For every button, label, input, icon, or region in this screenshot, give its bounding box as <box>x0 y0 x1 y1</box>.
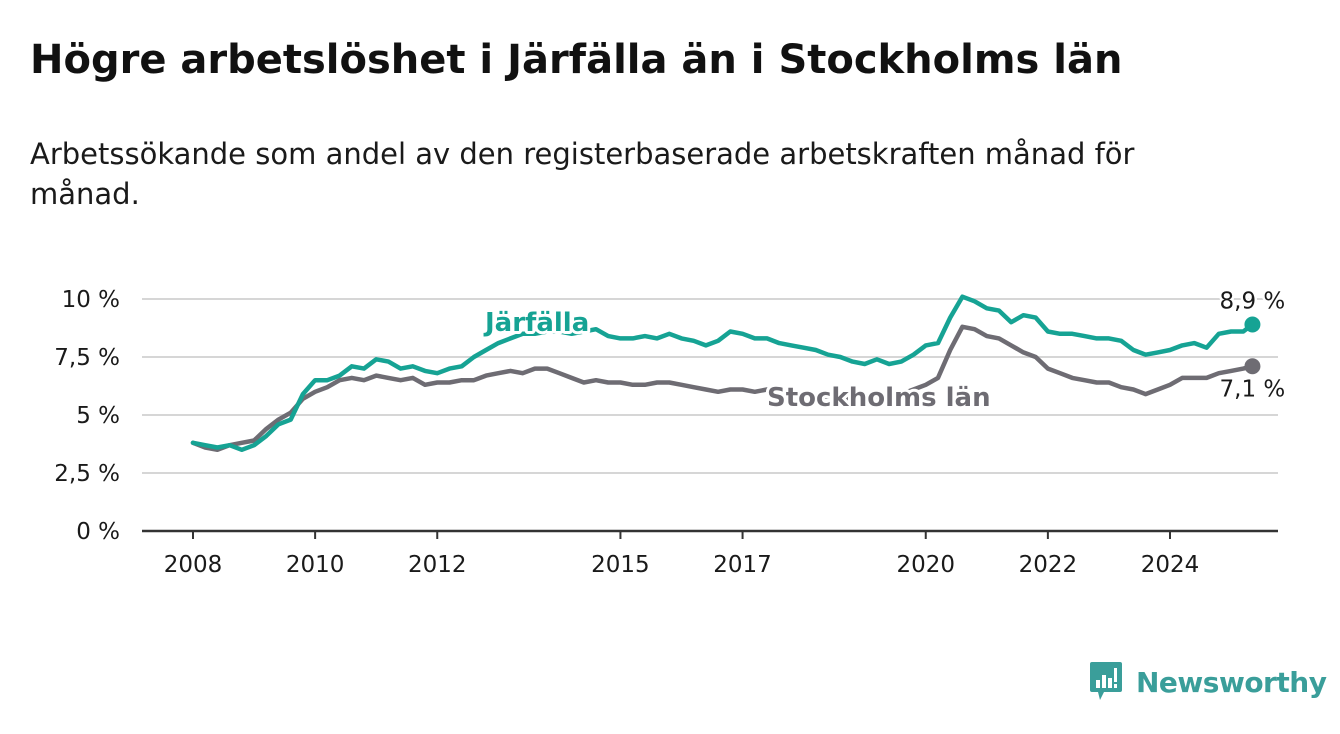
jarfalla-series-label: Järfälla <box>483 308 589 338</box>
y-tick-label: 7,5 % <box>54 345 120 371</box>
stockholm-line <box>190 324 1255 453</box>
jarfalla-end-label: 8,9 % <box>1220 289 1286 315</box>
jarfalla-line <box>190 294 1255 453</box>
y-tick-label: 2,5 % <box>54 461 120 487</box>
newsworthy-logo: Newsworthy <box>1088 660 1327 704</box>
y-tick-label: 5 % <box>76 403 120 429</box>
line-chart: 0 % 2,5 % 5 % 7,5 % 10 % 2008 2010 2012 2015 201… <box>54 286 1288 578</box>
x-tick-label: 2020 <box>896 552 955 578</box>
series-lines <box>190 294 1261 453</box>
x-tick-label: 2015 <box>591 552 650 578</box>
x-tick-label: 2012 <box>408 552 467 578</box>
series-labels: Järfälla Stockholms län 8,9 % 7,1 % <box>480 286 1288 416</box>
y-axis-labels: 0 % 2,5 % 5 % 7,5 % 10 % <box>54 287 120 545</box>
x-tick-label: 2024 <box>1141 552 1200 578</box>
stockholm-end-label: 7,1 % <box>1220 376 1286 402</box>
x-tick-label: 2008 <box>164 552 223 578</box>
gridlines <box>142 298 1278 474</box>
brand-name: Newsworthy <box>1136 665 1327 699</box>
newsworthy-bar-chart-icon <box>1090 662 1122 700</box>
x-tick-label: 2010 <box>286 552 345 578</box>
chart-subtitle: Arbetssökande som andel av den registerb… <box>30 137 1135 211</box>
x-tick-label: 2022 <box>1019 552 1078 578</box>
y-tick-label: 0 % <box>76 519 120 545</box>
stockholm-series-label: Stockholms län <box>767 383 991 413</box>
chart-title: Högre arbetslöshet i Järfälla än i Stock… <box>30 37 1123 83</box>
x-tick-label: 2017 <box>713 552 772 578</box>
x-axis: 2008 2010 2012 2015 2017 2020 2022 2024 <box>142 529 1278 578</box>
jarfalla-end-point <box>1244 316 1261 333</box>
stockholm-end-point <box>1244 358 1261 375</box>
y-tick-label: 10 % <box>62 287 120 313</box>
